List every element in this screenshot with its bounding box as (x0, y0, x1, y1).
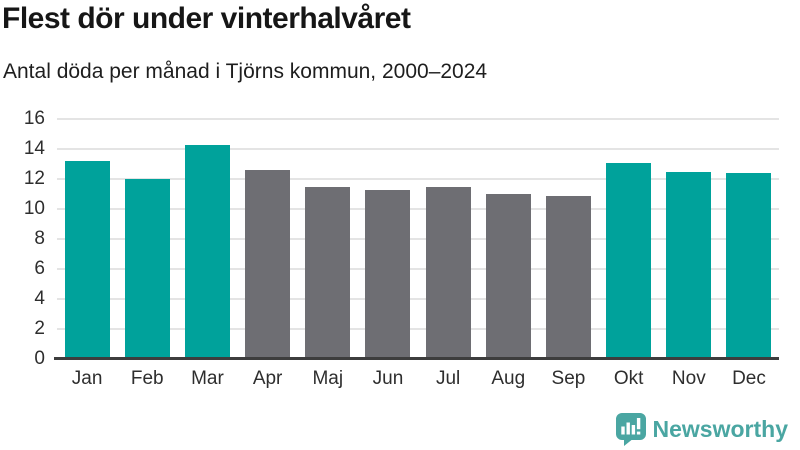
bar-band-feb (117, 119, 177, 359)
bar-aug (485, 194, 531, 359)
bar-band-dec (719, 119, 779, 359)
x-tick-label-jul: Jul (435, 368, 461, 389)
gridline-6 (57, 268, 779, 270)
y-tick-label-6: 6 (34, 258, 45, 279)
newsworthy-logo-text: Newsworthy (652, 416, 788, 442)
x-axis-line (54, 357, 779, 360)
bar-feb (124, 179, 170, 359)
bar-band-jan (57, 119, 117, 359)
chart-title: Flest dör under vinterhalvåret (2, 2, 411, 35)
bar-jun (365, 189, 411, 359)
bar-nov (666, 171, 712, 359)
bar-band-apr (238, 119, 298, 359)
x-tick-label-mar: Mar (191, 368, 224, 389)
y-tick-label-8: 8 (34, 228, 45, 249)
bar-band-sep (538, 119, 598, 359)
y-tick-label-2: 2 (34, 318, 45, 339)
x-tick-label-jun: Jun (372, 368, 404, 389)
gridline-2 (57, 328, 779, 330)
gridline-8 (57, 238, 779, 240)
x-tick-label-aug: Aug (491, 368, 526, 389)
gridline-10 (57, 208, 779, 210)
x-tick-label-okt: Okt (613, 368, 644, 389)
bar-band-jul (418, 119, 478, 359)
x-tick-label-sep: Sep (551, 368, 586, 389)
bar-sep (545, 195, 591, 359)
y-tick-label-10: 10 (23, 198, 45, 219)
y-tick-label-12: 12 (23, 168, 45, 189)
bar-okt (606, 162, 652, 359)
newsworthy-logo-icon (615, 413, 646, 446)
bar-jan (64, 161, 110, 359)
gridline-16 (57, 118, 779, 120)
x-tick-label-dec: Dec (732, 368, 766, 389)
x-tick-label-apr: Apr (252, 368, 283, 389)
bar-band-aug (478, 119, 538, 359)
bar-jul (425, 186, 471, 359)
y-tick-label-4: 4 (34, 288, 45, 309)
x-tick-label-maj: Maj (312, 368, 344, 389)
bar-band-jun (358, 119, 418, 359)
x-tick-label-jan: Jan (71, 368, 103, 389)
bar-band-okt (599, 119, 659, 359)
bar-mar (184, 144, 230, 359)
x-axis-labels: Jan Feb Mar Apr Maj Jun Jul Aug Sep Okt Nov Dec (57, 368, 779, 390)
bar-dec (726, 173, 772, 359)
bars-container (57, 119, 779, 359)
bar-band-mar (177, 119, 237, 359)
gridline-4 (57, 298, 779, 300)
plot-area: 0 2 4 6 8 10 12 14 16 (24, 109, 779, 368)
bar-band-nov (659, 119, 719, 359)
y-tick-label-0: 0 (34, 348, 45, 369)
bar-apr (245, 170, 291, 359)
newsworthy-logo: Newsworthy (615, 413, 788, 446)
y-tick-label-16: 16 (23, 108, 45, 129)
gridline-14 (57, 148, 779, 150)
x-tick-label-nov: Nov (671, 368, 706, 389)
bar-band-maj (298, 119, 358, 359)
chart-subtitle: Antal döda per månad i Tjörns kommun, 20… (3, 60, 488, 83)
x-tick-label-feb: Feb (130, 368, 164, 389)
gridline-12 (57, 178, 779, 180)
bar-maj (305, 186, 351, 359)
y-tick-label-14: 14 (23, 138, 45, 159)
